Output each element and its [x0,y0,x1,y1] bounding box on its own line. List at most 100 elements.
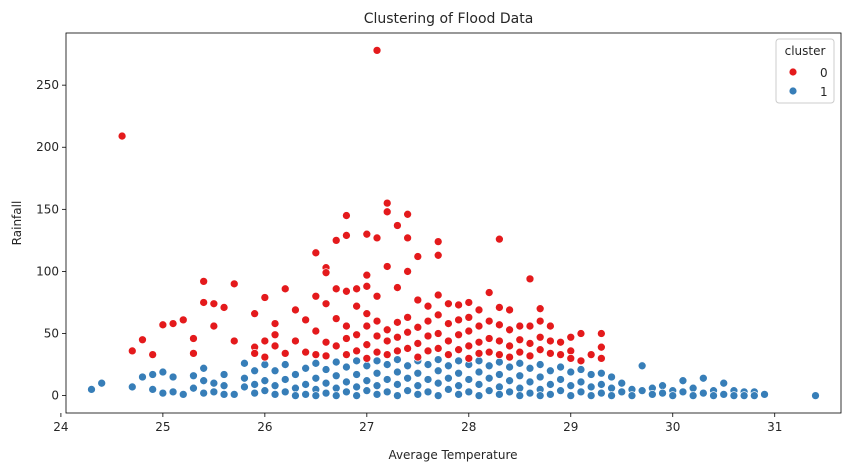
data-point-cluster-0 [393,332,402,342]
data-point-cluster-0 [382,325,392,335]
data-point-cluster-0 [342,231,351,240]
legend-box [775,38,835,104]
data-point-cluster-0 [484,334,494,343]
data-points [87,46,820,400]
data-point-cluster-1 [678,387,688,397]
data-point-cluster-1 [393,380,402,389]
data-point-cluster-1 [505,362,514,372]
data-point-cluster-0 [321,268,331,278]
data-point-cluster-0 [362,281,372,291]
data-point-cluster-0 [403,313,412,322]
data-point-cluster-1 [219,381,229,391]
data-point-cluster-0 [495,303,504,312]
data-point-cluster-1 [546,390,555,399]
data-point-cluster-1 [372,356,382,366]
data-point-cluster-1 [342,362,351,372]
data-point-cluster-1 [219,390,229,399]
data-point-cluster-1 [546,366,555,376]
data-point-cluster-0 [393,317,402,327]
data-point-cluster-0 [444,299,453,309]
data-point-cluster-0 [352,346,361,356]
data-point-cluster-0 [127,346,137,356]
data-point-cluster-1 [403,373,412,383]
data-point-cluster-1 [454,381,463,391]
data-point-cluster-0 [382,207,392,217]
data-point-cluster-1 [260,386,270,395]
data-point-cluster-1 [505,376,514,386]
data-point-cluster-1 [260,360,270,369]
data-point-cluster-1 [342,377,351,387]
data-point-cluster-0 [291,305,300,315]
data-point-cluster-1 [301,380,310,389]
data-point-cluster-1 [260,376,270,386]
data-point-cluster-1 [280,387,290,397]
data-point-cluster-1 [423,387,433,397]
data-point-cluster-1 [372,390,382,399]
data-point-cluster-0 [342,211,351,220]
data-point-cluster-0 [546,349,555,358]
data-point-cluster-0 [229,279,239,289]
data-point-cluster-1 [352,382,361,392]
x-tick-label: 27 [359,420,374,434]
data-point-cluster-0 [372,347,382,357]
legend-title: cluster [785,44,826,58]
data-point-cluster-1 [586,382,596,392]
data-point-cluster-1 [505,387,514,397]
data-point-cluster-1 [464,375,474,384]
data-point-cluster-1 [739,391,749,400]
data-point-cluster-1 [382,360,392,369]
data-point-cluster-0 [209,299,219,309]
data-point-cluster-0 [423,316,433,326]
data-point-cluster-1 [566,391,576,400]
data-point-cluster-1 [291,383,300,393]
data-point-cluster-0 [382,350,392,359]
data-point-cluster-0 [372,291,382,301]
data-point-cluster-1 [668,391,678,400]
data-point-cluster-1 [433,391,443,400]
data-point-cluster-1 [219,370,229,379]
data-point-cluster-0 [413,252,423,261]
data-point-cluster-0 [280,349,290,358]
data-point-cluster-1 [189,371,198,381]
data-point-cluster-0 [444,336,453,346]
data-point-cluster-1 [413,390,423,399]
data-point-cluster-1 [291,370,300,379]
data-point-cluster-1 [484,373,494,383]
data-point-cluster-0 [444,350,453,359]
y-tick-label: 250 [36,78,59,92]
data-point-cluster-1 [178,390,188,399]
data-point-cluster-1 [525,377,535,387]
data-point-cluster-0 [597,342,606,352]
data-point-cluster-0 [250,349,260,358]
data-point-cluster-1 [495,357,504,367]
data-point-cluster-0 [331,314,341,323]
data-point-cluster-0 [291,336,300,346]
data-point-cluster-0 [117,131,127,141]
data-point-cluster-1 [444,373,453,383]
data-point-cluster-0 [474,321,484,331]
data-point-cluster-1 [688,383,698,393]
data-point-cluster-1 [362,376,372,386]
data-point-cluster-1 [240,358,249,368]
data-point-cluster-0 [556,337,565,347]
data-point-cluster-1 [280,360,290,369]
data-point-cluster-0 [311,350,321,359]
data-point-cluster-0 [382,262,392,271]
data-point-cluster-1 [199,388,209,398]
data-point-cluster-0 [525,274,535,284]
data-point-cluster-0 [311,248,321,258]
data-point-cluster-1 [535,360,545,369]
data-point-cluster-0 [321,299,331,309]
data-point-cluster-0 [148,350,158,359]
data-point-cluster-1 [709,391,718,400]
x-axis: 24 25 26 27 28 29 30 31 [53,413,782,434]
data-point-cluster-1 [617,378,627,388]
data-point-cluster-1 [811,391,820,400]
legend: cluster 0 1 [775,38,835,104]
data-point-cluster-1 [331,383,341,393]
data-point-cluster-1 [403,386,412,395]
data-point-cluster-1 [474,380,484,389]
data-point-cluster-1 [168,372,178,382]
data-point-cluster-0 [301,315,310,325]
